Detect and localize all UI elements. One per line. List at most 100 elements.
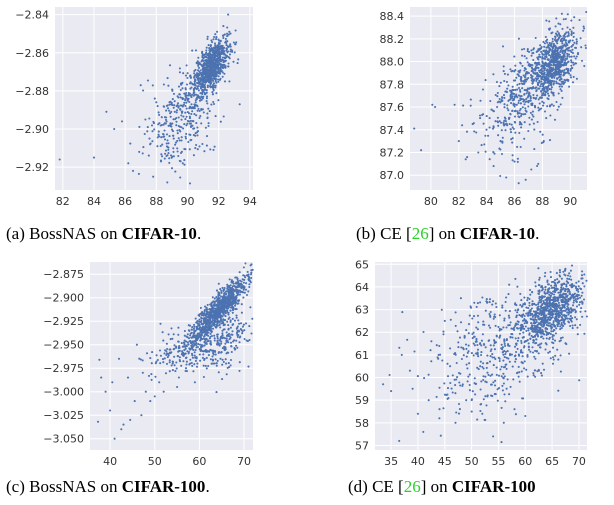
data-point [520, 126, 523, 129]
data-point [178, 71, 181, 74]
data-point [161, 358, 165, 361]
data-point [212, 64, 216, 68]
x-tick-label: 82 [452, 195, 466, 208]
data-point [564, 274, 567, 277]
data-point [199, 69, 202, 72]
data-point [528, 99, 531, 102]
data-point [214, 63, 217, 66]
data-point [209, 65, 212, 68]
data-point [427, 399, 430, 402]
data-point [215, 67, 218, 70]
data-point [142, 89, 145, 92]
data-point [566, 13, 569, 16]
data-point [542, 308, 545, 311]
data-point [191, 356, 194, 359]
data-point [516, 145, 519, 148]
data-point [204, 59, 207, 62]
data-point [217, 48, 220, 51]
data-point [481, 88, 485, 91]
data-point [567, 69, 570, 72]
data-point [523, 103, 526, 106]
data-point [226, 311, 229, 314]
data-point [176, 139, 179, 142]
data-point [229, 292, 233, 295]
data-point [213, 337, 216, 340]
data-point [559, 311, 562, 314]
data-point [232, 288, 235, 291]
data-point [203, 335, 206, 338]
data-point [567, 313, 570, 316]
data-point [554, 35, 557, 38]
x-tick-label: 80 [424, 195, 438, 208]
data-point [193, 344, 196, 347]
data-point [503, 106, 506, 109]
data-point [191, 354, 194, 357]
data-point [468, 362, 471, 365]
data-point [217, 78, 220, 81]
data-point [575, 281, 578, 284]
data-point [162, 390, 165, 393]
data-point [552, 342, 555, 345]
data-point [157, 133, 160, 136]
data-point [197, 95, 201, 98]
y-tick-label: −2.84 [15, 9, 49, 22]
data-point [504, 353, 507, 356]
data-point [163, 129, 166, 132]
data-point [205, 319, 208, 323]
data-point [185, 83, 189, 86]
data-point [572, 299, 576, 302]
data-point [508, 360, 511, 363]
data-point [185, 370, 188, 373]
data-point [529, 95, 532, 98]
data-point [559, 337, 563, 340]
data-point [177, 154, 180, 158]
data-point [511, 333, 514, 336]
data-point [153, 97, 156, 100]
data-point [503, 339, 506, 342]
data-point [520, 114, 523, 117]
data-point [197, 56, 200, 59]
data-point [168, 157, 171, 160]
data-point [501, 346, 504, 349]
data-point [549, 294, 553, 297]
data-point [530, 79, 533, 82]
data-point [536, 56, 539, 59]
data-point [522, 113, 525, 116]
data-point [559, 325, 562, 328]
data-point [549, 357, 552, 360]
data-point [161, 155, 164, 158]
data-point [550, 43, 553, 46]
data-point [180, 114, 183, 117]
data-point [204, 70, 207, 73]
data-point [569, 315, 572, 318]
data-point [511, 126, 514, 129]
data-point [472, 122, 475, 125]
data-point [137, 172, 140, 175]
data-point [197, 63, 200, 66]
data-point [559, 88, 562, 91]
data-point [241, 285, 244, 288]
data-point [431, 103, 434, 106]
data-point [446, 387, 450, 390]
data-point [544, 55, 547, 58]
x-tick-label: 50 [465, 455, 479, 468]
data-point [537, 98, 540, 101]
data-point [232, 300, 235, 303]
data-point [563, 306, 566, 309]
data-point [238, 271, 241, 274]
x-tick-label: 90 [181, 195, 195, 208]
data-point [222, 289, 225, 293]
data-point [542, 322, 545, 326]
data-point [469, 98, 472, 101]
data-point [226, 287, 229, 290]
data-point [228, 57, 231, 60]
data-point [555, 100, 558, 104]
data-point [546, 303, 549, 306]
data-point [200, 98, 203, 102]
data-point [196, 134, 199, 137]
data-point [514, 337, 517, 340]
data-point [228, 278, 231, 281]
data-point [194, 93, 197, 96]
data-point [194, 99, 197, 102]
data-point [203, 316, 206, 320]
